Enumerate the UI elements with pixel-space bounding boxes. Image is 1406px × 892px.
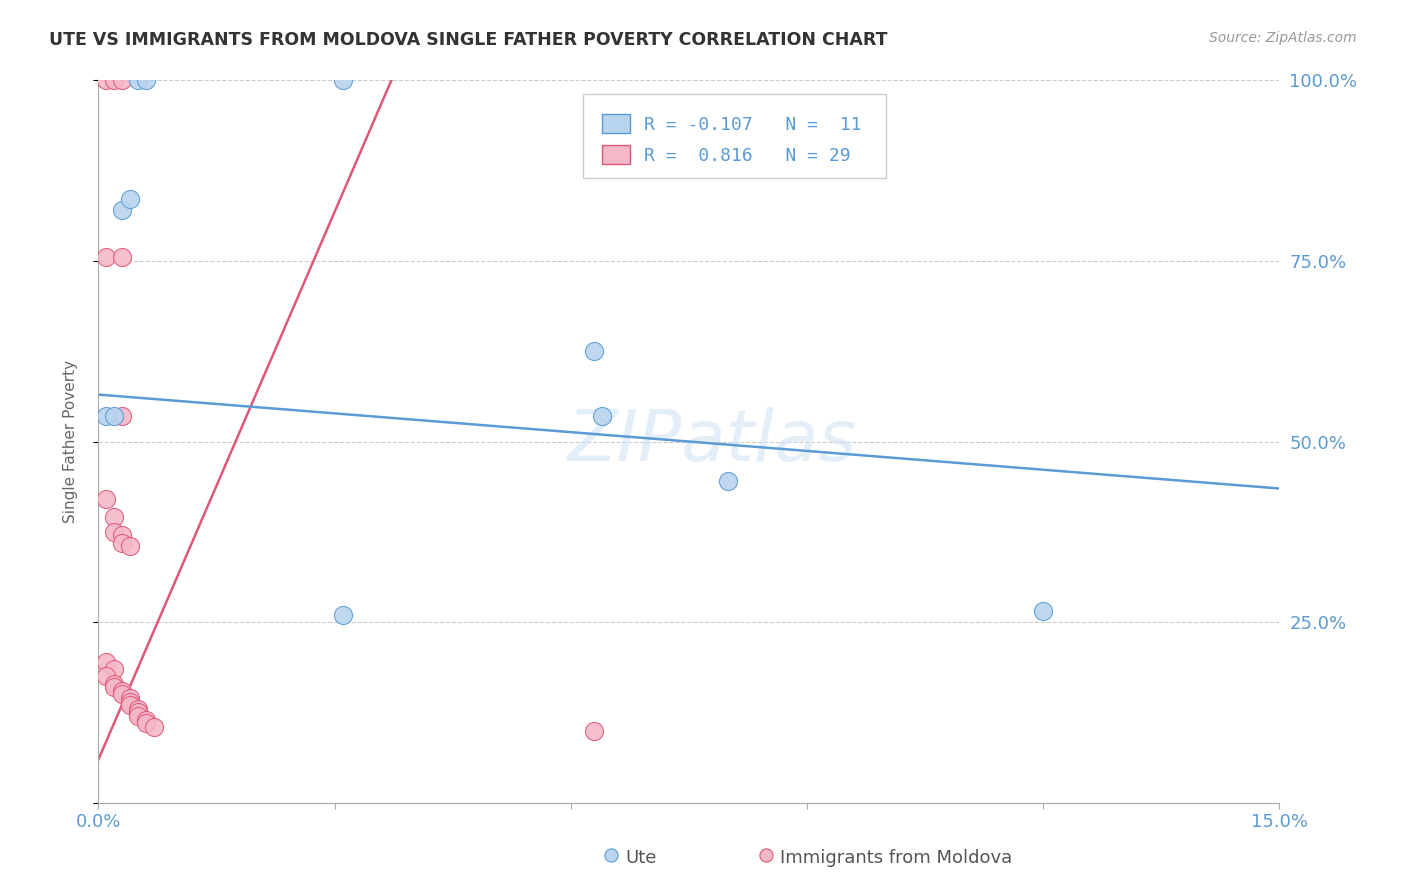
Point	[103, 524, 125, 539]
Point	[142, 720, 165, 734]
Point	[103, 409, 125, 424]
Point	[591, 409, 613, 424]
Point	[96, 492, 118, 507]
Point	[1032, 604, 1054, 618]
Point	[111, 250, 134, 264]
Point	[118, 695, 141, 709]
Point	[135, 716, 157, 731]
Point	[583, 344, 606, 359]
Point	[135, 73, 157, 87]
Point	[332, 73, 354, 87]
Text: UTE VS IMMIGRANTS FROM MOLDOVA SINGLE FATHER POVERTY CORRELATION CHART: UTE VS IMMIGRANTS FROM MOLDOVA SINGLE FA…	[49, 31, 887, 49]
Point	[599, 848, 621, 863]
Point	[96, 73, 118, 87]
Point	[111, 535, 134, 549]
Point	[717, 475, 740, 489]
Text: Ute: Ute	[626, 849, 657, 867]
Point	[96, 409, 118, 424]
Point	[118, 698, 141, 713]
Point	[103, 680, 125, 694]
Point	[103, 662, 125, 676]
Point	[96, 655, 118, 669]
Point	[583, 723, 606, 738]
Point	[103, 676, 125, 690]
Point	[118, 691, 141, 706]
Point	[111, 73, 134, 87]
Point	[127, 702, 149, 716]
Point	[103, 73, 125, 87]
Point	[96, 669, 118, 683]
Text: Source: ZipAtlas.com: Source: ZipAtlas.com	[1209, 31, 1357, 45]
Point	[118, 539, 141, 553]
Point	[135, 713, 157, 727]
Text: Immigrants from Moldova: Immigrants from Moldova	[780, 849, 1012, 867]
Point	[111, 409, 134, 424]
Point	[111, 528, 134, 542]
Point	[103, 510, 125, 524]
Text: ZIPatlas: ZIPatlas	[568, 407, 858, 476]
Point	[754, 848, 776, 863]
Point	[111, 683, 134, 698]
Point	[332, 607, 354, 622]
Point	[96, 250, 118, 264]
Point	[118, 193, 141, 207]
Text: R = -0.107   N =  11: R = -0.107 N = 11	[644, 116, 862, 134]
Text: R =  0.816   N = 29: R = 0.816 N = 29	[644, 147, 851, 165]
Y-axis label: Single Father Poverty: Single Father Poverty	[63, 360, 77, 523]
Point	[127, 73, 149, 87]
Point	[127, 706, 149, 720]
Point	[111, 203, 134, 218]
Point	[111, 687, 134, 701]
Point	[127, 709, 149, 723]
